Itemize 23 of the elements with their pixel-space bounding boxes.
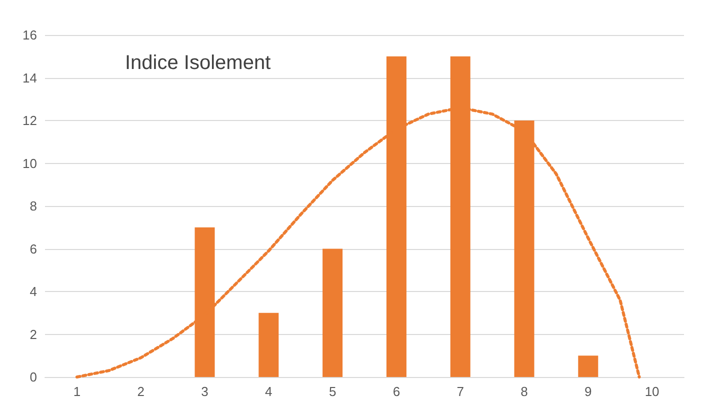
y-tick-label: 10 [22,156,37,171]
y-tick-label: 0 [30,370,37,384]
y-tick-label: 14 [22,70,37,86]
y-tick-label: 8 [30,198,37,214]
x-tick-label: 7 [456,384,464,399]
x-tick-label: 4 [265,384,272,399]
x-tick-label: 1 [73,384,81,399]
bar [258,312,279,377]
x-tick-label: 10 [644,384,660,399]
x-tick-label: 8 [520,384,528,399]
x-tick-label: 9 [584,384,592,399]
bar [322,248,343,377]
bar [578,356,598,377]
x-tick-label: 3 [201,384,208,399]
x-tick-label: 6 [392,384,400,399]
y-tick-label: 2 [30,326,37,342]
y-tick-label: 12 [22,113,37,128]
y-tick-label: 4 [30,284,37,299]
y-tick-label: 16 [22,28,37,42]
x-tick-label: 2 [137,384,144,399]
text: Indice Isolement [125,52,272,74]
y-tick-label: 6 [30,241,37,256]
x-tick-label: 5 [328,384,336,399]
